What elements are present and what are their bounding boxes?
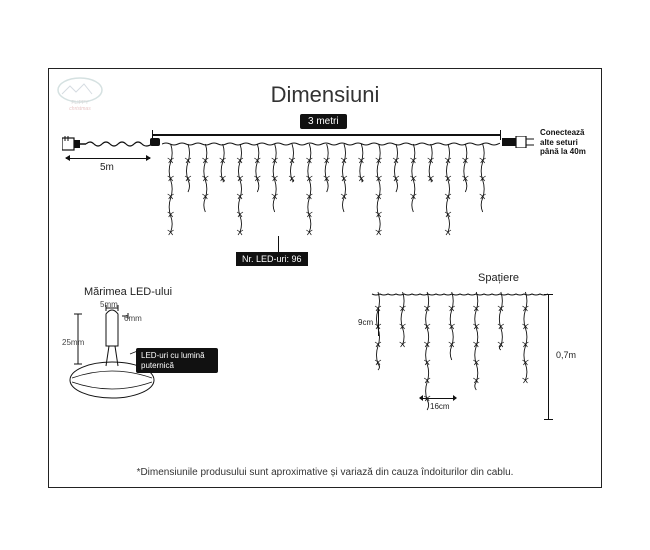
led-size-title: Mărimea LED-ului [84, 286, 172, 298]
footnote: *Dimensiunile produsului sunt aproximati… [0, 467, 650, 478]
hspacing-label: 16cm [430, 402, 450, 411]
main-length-badge: 3 metri [300, 114, 347, 129]
connect-line: alte seturi [540, 138, 578, 147]
led-desc-line: puternică [141, 361, 174, 370]
lead-cable [86, 140, 152, 148]
height-dimension-line [548, 294, 549, 420]
end-connector-icon [502, 136, 534, 148]
page-title: Dimensiuni [0, 82, 650, 108]
connect-line: Conectează [540, 128, 584, 137]
led-width-label: 5mm [100, 300, 118, 309]
cable-tick [500, 130, 501, 140]
lead-length-label: 5m [100, 162, 114, 173]
main-cable-line [152, 134, 500, 136]
led-description-badge: LED-uri cu lumină puternică [136, 348, 218, 373]
junction-icon [150, 138, 160, 146]
led-count-badge: Nr. LED-uri: 96 [236, 252, 308, 266]
vspacing-arrow [378, 308, 379, 336]
vspacing-label: 9cm [358, 318, 373, 327]
led-height-label: 25mm [62, 338, 84, 347]
led-desc-line: LED-uri cu lumină [141, 351, 205, 360]
plug-icon [62, 136, 86, 152]
connect-line: până la 40m [540, 147, 586, 156]
connect-info: Conectează alte seturi până la 40m [540, 128, 596, 157]
height-label: 0,7m [556, 350, 576, 360]
lead-length-arrow [66, 158, 150, 159]
led-count-pointer [278, 236, 279, 252]
hspacing-arrow [420, 398, 456, 399]
led-depth-label: 6mm [124, 314, 142, 323]
icicle-diagram [162, 142, 500, 252]
spacing-title: Spațiere [478, 272, 519, 284]
